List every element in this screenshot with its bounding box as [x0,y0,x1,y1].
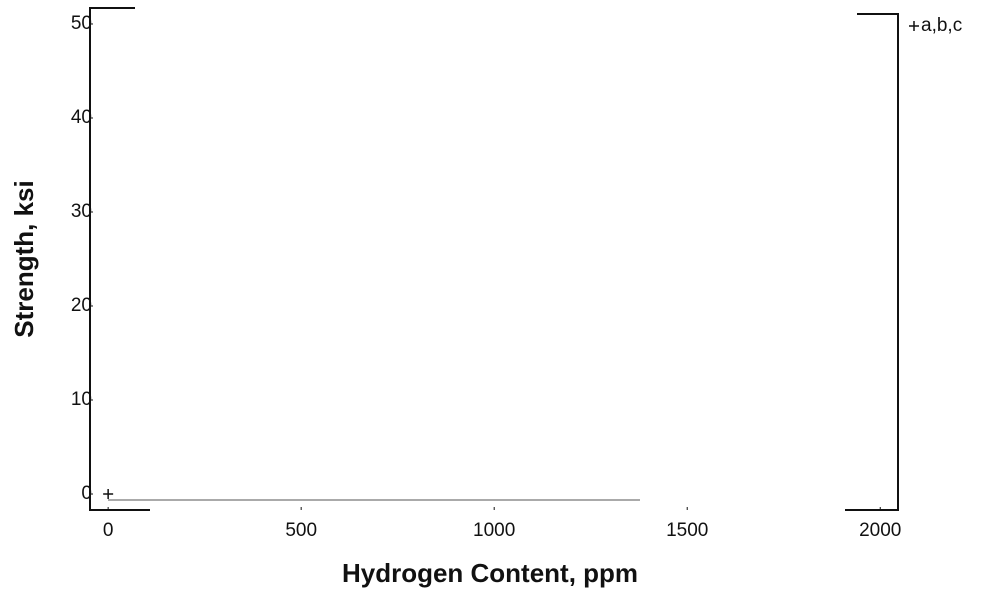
x-axis-label: Hydrogen Content, ppm [342,558,638,588]
legend-marker [909,21,919,31]
y-tick-label: 40 [71,107,92,128]
y-tick-label: 30 [71,201,92,222]
y-tick-label: 50 [71,13,92,34]
x-tick-label: 2000 [859,520,901,541]
x-tick-label: 1000 [473,520,515,541]
x-tick-label: 0 [103,520,114,541]
y-tick-label: 0 [81,483,92,504]
data-point [103,489,114,500]
x-tick-label: 1500 [666,520,708,541]
axis-frame-left [89,7,150,511]
y-axis-label: Strength, ksi [9,180,39,337]
axis-frame-right [845,13,899,511]
y-tick-label: 20 [71,295,92,316]
y-tick-label: 10 [71,389,92,410]
legend-label: a,b,c [921,15,962,36]
x-tick-label: 500 [285,520,317,541]
